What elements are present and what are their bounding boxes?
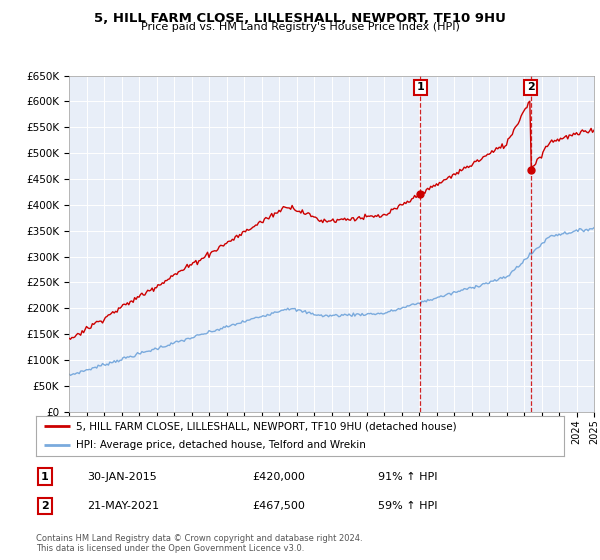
Text: 5, HILL FARM CLOSE, LILLESHALL, NEWPORT, TF10 9HU: 5, HILL FARM CLOSE, LILLESHALL, NEWPORT,… xyxy=(94,12,506,25)
Text: 30-JAN-2015: 30-JAN-2015 xyxy=(87,472,157,482)
Text: £467,500: £467,500 xyxy=(252,501,305,511)
Text: 21-MAY-2021: 21-MAY-2021 xyxy=(87,501,159,511)
Text: 2: 2 xyxy=(527,82,535,92)
Text: 1: 1 xyxy=(416,82,424,92)
Text: 59% ↑ HPI: 59% ↑ HPI xyxy=(378,501,437,511)
Text: HPI: Average price, detached house, Telford and Wrekin: HPI: Average price, detached house, Telf… xyxy=(76,440,365,450)
Text: 5, HILL FARM CLOSE, LILLESHALL, NEWPORT, TF10 9HU (detached house): 5, HILL FARM CLOSE, LILLESHALL, NEWPORT,… xyxy=(76,421,456,431)
Text: £420,000: £420,000 xyxy=(252,472,305,482)
Text: 2: 2 xyxy=(41,501,49,511)
Text: Price paid vs. HM Land Registry's House Price Index (HPI): Price paid vs. HM Land Registry's House … xyxy=(140,22,460,32)
Text: 1: 1 xyxy=(41,472,49,482)
Text: Contains HM Land Registry data © Crown copyright and database right 2024.
This d: Contains HM Land Registry data © Crown c… xyxy=(36,534,362,553)
Text: 91% ↑ HPI: 91% ↑ HPI xyxy=(378,472,437,482)
